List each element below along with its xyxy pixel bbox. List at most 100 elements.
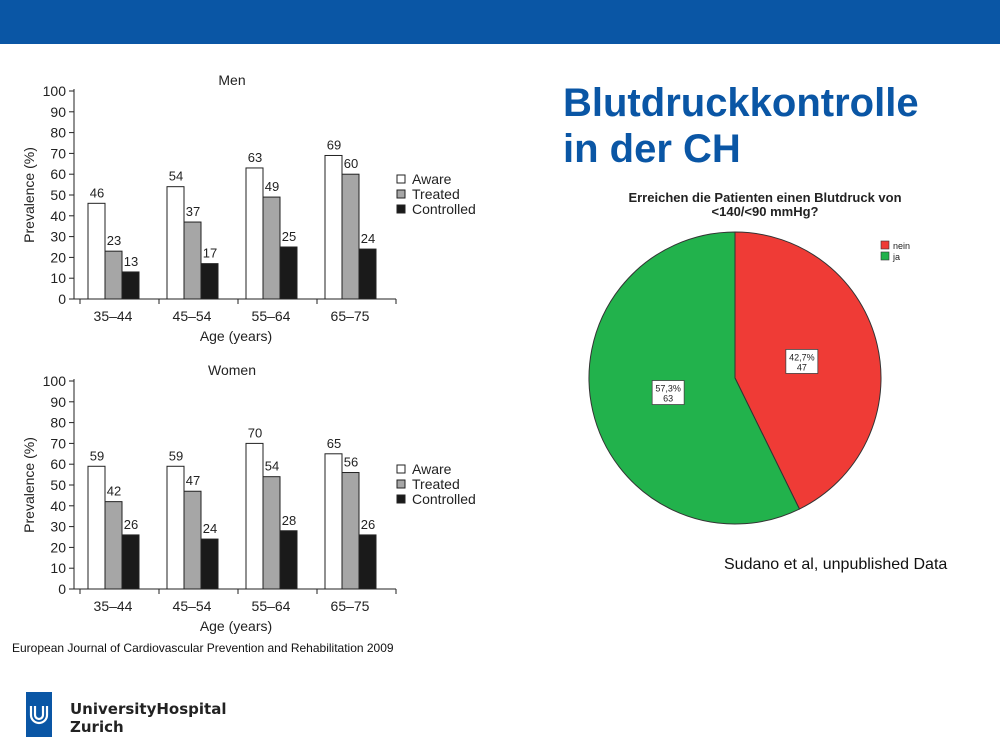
bar-value-label: 26 bbox=[361, 517, 375, 532]
y-tick-label: 70 bbox=[50, 145, 66, 161]
bar-aware bbox=[166, 465, 185, 590]
bar-value-label: 63 bbox=[248, 150, 262, 165]
bar-value-label: 25 bbox=[282, 229, 296, 244]
bar-value-label: 54 bbox=[169, 169, 183, 184]
bar-value-label: 37 bbox=[186, 204, 200, 219]
bar-value-label: 56 bbox=[344, 455, 358, 470]
bar-treated bbox=[104, 501, 123, 590]
y-tick-label: 80 bbox=[50, 415, 66, 431]
legend-swatch-treated bbox=[396, 479, 406, 489]
bar-value-label: 24 bbox=[203, 521, 217, 536]
bar-controlled bbox=[200, 263, 219, 300]
chart-title: Women bbox=[208, 362, 256, 378]
legend-swatch-controlled bbox=[396, 204, 406, 214]
legend-label-aware: Aware bbox=[412, 461, 452, 477]
legend-swatch-aware bbox=[396, 464, 406, 474]
bar-value-label: 60 bbox=[344, 156, 358, 171]
legend-swatch-nein bbox=[880, 240, 890, 250]
x-tick-label: 55–64 bbox=[252, 308, 291, 324]
legend-label-controlled: Controlled bbox=[412, 491, 476, 507]
y-tick-label: 40 bbox=[50, 208, 66, 224]
brand-line2: Zurich bbox=[70, 718, 124, 736]
bar-value-label: 46 bbox=[90, 185, 104, 200]
bar-controlled bbox=[121, 271, 140, 300]
y-tick-label: 50 bbox=[50, 477, 66, 493]
brand-name: UniversityHospital Zurich bbox=[70, 700, 226, 736]
bar-value-label: 47 bbox=[186, 473, 200, 488]
bar-value-label: 23 bbox=[107, 233, 121, 248]
slide-title: Blutdruckkontrolle in der CH bbox=[563, 80, 993, 172]
legend-label-aware: Aware bbox=[412, 171, 452, 187]
y-tick-label: 30 bbox=[50, 519, 66, 535]
y-tick-label: 60 bbox=[50, 166, 66, 182]
bar-controlled bbox=[121, 534, 140, 590]
legend-swatch-aware bbox=[396, 174, 406, 184]
y-axis-label: Prevalence (%) bbox=[21, 437, 37, 533]
slide-title-line2: in der CH bbox=[563, 127, 741, 171]
bar-treated bbox=[262, 476, 281, 590]
bar-controlled bbox=[279, 246, 298, 300]
pie-count-label: 47 bbox=[797, 362, 807, 372]
legend-swatch-controlled bbox=[396, 494, 406, 504]
y-tick-label: 80 bbox=[50, 125, 66, 141]
bar-aware bbox=[87, 202, 106, 300]
bar-chart-women: Women 0 10 20 30 40 50 60 70 80 90 100 59 42 26 35–44 59… bbox=[21, 362, 476, 634]
hospital-logo-icon bbox=[26, 692, 52, 737]
bar-treated bbox=[183, 490, 202, 590]
bar-treated bbox=[341, 472, 360, 590]
bar-value-label: 54 bbox=[265, 459, 279, 474]
bar-aware bbox=[324, 154, 343, 300]
bar-controlled bbox=[279, 530, 298, 590]
x-tick-label: 45–54 bbox=[173, 598, 212, 614]
header-bar bbox=[0, 0, 1000, 44]
y-tick-label: 10 bbox=[50, 560, 66, 576]
x-axis-label: Age (years) bbox=[200, 618, 272, 634]
pie-chart: Erreichen die Patienten einen Blutdruck … bbox=[588, 190, 910, 525]
bar-controlled bbox=[358, 534, 377, 590]
source-note-right: Sudano et al, unpublished Data bbox=[724, 556, 948, 573]
bar-value-label: 26 bbox=[124, 517, 138, 532]
y-tick-label: 100 bbox=[43, 83, 67, 99]
bar-aware bbox=[87, 465, 106, 590]
bar-value-label: 65 bbox=[327, 436, 341, 451]
legend-swatch-treated bbox=[396, 189, 406, 199]
pie-title-line2: <140/<90 mmHg? bbox=[712, 204, 819, 219]
y-axis-label: Prevalence (%) bbox=[21, 147, 37, 243]
y-tick-label: 70 bbox=[50, 435, 66, 451]
y-tick-label: 0 bbox=[58, 291, 66, 307]
brand-line1: UniversityHospital bbox=[70, 700, 227, 718]
legend-label-treated: Treated bbox=[412, 476, 460, 492]
x-tick-label: 65–75 bbox=[331, 308, 370, 324]
bar-value-label: 69 bbox=[327, 137, 341, 152]
y-tick-label: 20 bbox=[50, 539, 66, 555]
legend-swatch-ja bbox=[880, 251, 890, 261]
bar-value-label: 13 bbox=[124, 254, 138, 269]
pie-percent-label: 57,3% bbox=[655, 384, 681, 394]
slide-title-line1: Blutdruckkontrolle bbox=[563, 81, 919, 125]
bar-value-label: 59 bbox=[169, 448, 183, 463]
legend-label-ja: ja bbox=[892, 252, 900, 262]
bar-value-label: 28 bbox=[282, 513, 296, 528]
bar-value-label: 49 bbox=[265, 179, 279, 194]
y-tick-label: 40 bbox=[50, 498, 66, 514]
pie-title-line1: Erreichen die Patienten einen Blutdruck … bbox=[628, 190, 901, 205]
bar-treated bbox=[183, 221, 202, 300]
y-tick-label: 100 bbox=[43, 373, 67, 389]
y-tick-label: 90 bbox=[50, 104, 66, 120]
bar-treated bbox=[262, 196, 281, 300]
x-tick-label: 35–44 bbox=[94, 308, 133, 324]
y-tick-label: 30 bbox=[50, 229, 66, 245]
legend-label-treated: Treated bbox=[412, 186, 460, 202]
y-tick-label: 90 bbox=[50, 394, 66, 410]
pie-count-label: 63 bbox=[663, 394, 673, 404]
x-tick-label: 65–75 bbox=[331, 598, 370, 614]
bar-controlled bbox=[200, 538, 219, 590]
bar-value-label: 70 bbox=[248, 425, 262, 440]
bar-value-label: 17 bbox=[203, 246, 217, 261]
bar-aware bbox=[324, 453, 343, 590]
bar-value-label: 24 bbox=[361, 231, 375, 246]
x-tick-label: 55–64 bbox=[252, 598, 291, 614]
y-tick-label: 50 bbox=[50, 187, 66, 203]
x-tick-label: 35–44 bbox=[94, 598, 133, 614]
bar-controlled bbox=[358, 248, 377, 300]
